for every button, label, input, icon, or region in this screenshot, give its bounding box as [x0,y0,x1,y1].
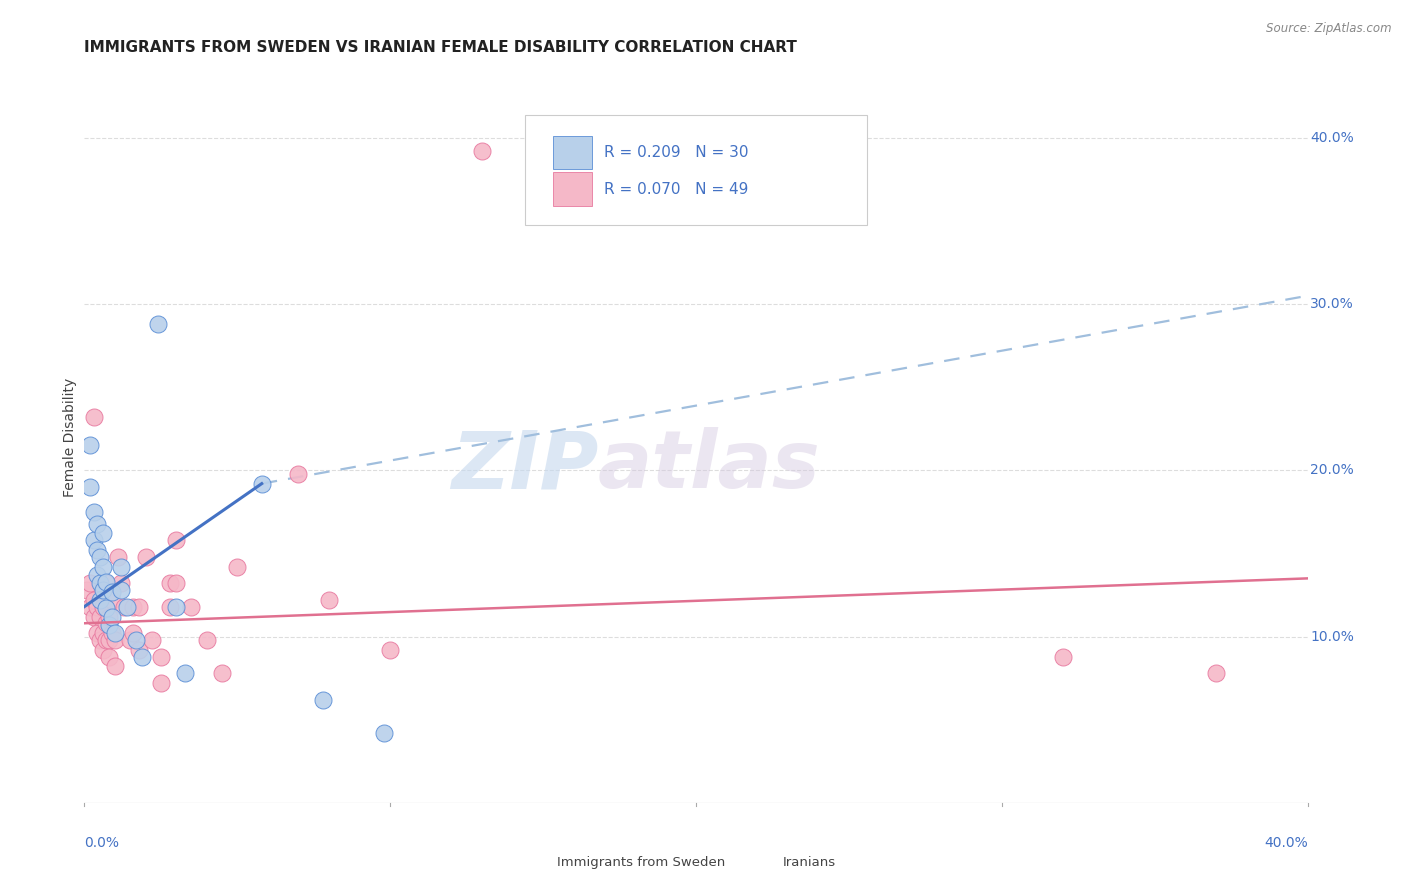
Point [128,643,150,657]
Point [79,576,101,591]
Point [146,317,169,331]
Point [89,576,111,591]
Text: 40.0%: 40.0% [1310,131,1354,145]
Point [91,526,114,541]
Text: Immigrants from Sweden: Immigrants from Sweden [557,855,724,869]
Point [380,643,402,657]
Point [149,649,172,664]
Point [101,584,124,599]
Point [107,549,129,564]
Point [115,599,138,614]
Point [104,626,127,640]
Point [131,649,153,664]
Point [120,632,142,647]
Text: IMMIGRANTS FROM SWEDEN VS IRANIAN FEMALE DISABILITY CORRELATION CHART: IMMIGRANTS FROM SWEDEN VS IRANIAN FEMALE… [84,40,797,55]
Point [312,692,335,706]
Point [83,533,105,548]
Point [86,568,108,582]
Point [128,599,150,614]
Point [159,599,181,614]
Point [83,410,105,425]
Point [97,649,120,664]
Point [110,582,132,597]
Point [94,616,117,631]
Point [101,626,124,640]
Point [104,632,127,647]
FancyBboxPatch shape [524,115,868,225]
Point [94,632,117,647]
Point [174,666,197,681]
Point [97,618,120,632]
Point [83,609,105,624]
Text: 30.0%: 30.0% [1310,297,1354,311]
Point [180,599,202,614]
Point [89,593,111,607]
Point [91,599,114,614]
FancyBboxPatch shape [748,849,780,875]
FancyBboxPatch shape [553,172,592,206]
Text: atlas: atlas [598,427,821,506]
Point [91,626,114,640]
Text: R = 0.070   N = 49: R = 0.070 N = 49 [605,182,748,196]
Point [1205,666,1227,681]
FancyBboxPatch shape [553,136,592,169]
Point [94,601,117,615]
Point [165,599,187,614]
Point [97,632,120,647]
Point [79,480,101,494]
Point [250,476,273,491]
Point [83,505,105,519]
Point [122,626,145,640]
Point [1052,649,1074,664]
Point [89,549,111,564]
Point [91,559,114,574]
Text: Source: ZipAtlas.com: Source: ZipAtlas.com [1267,22,1392,36]
Point [94,576,117,591]
Text: 20.0%: 20.0% [1310,463,1354,477]
Point [86,543,108,558]
Point [101,593,124,607]
Point [83,593,105,607]
Point [89,609,111,624]
Point [471,144,494,158]
Point [101,609,124,624]
Point [86,516,108,531]
Point [89,632,111,647]
Text: R = 0.209   N = 30: R = 0.209 N = 30 [605,145,749,160]
Point [165,576,187,591]
Point [141,632,163,647]
Point [149,676,172,690]
Point [104,659,127,673]
Point [91,643,114,657]
Point [94,574,117,589]
Point [135,549,157,564]
Point [195,632,218,647]
Text: 40.0%: 40.0% [1264,836,1308,850]
Y-axis label: Female Disability: Female Disability [63,377,77,497]
Point [76,582,98,597]
FancyBboxPatch shape [522,849,554,875]
Point [79,438,101,452]
Point [112,599,135,614]
Point [79,599,101,614]
Point [110,576,132,591]
Text: ZIP: ZIP [451,427,598,506]
Point [211,666,233,681]
Text: Iranians: Iranians [783,855,837,869]
Text: 0.0%: 0.0% [84,836,120,850]
Point [159,576,181,591]
Text: 10.0%: 10.0% [1310,630,1354,643]
Point [125,632,148,647]
Point [373,726,395,740]
Point [318,593,340,607]
Point [110,559,132,574]
Point [226,559,249,574]
Point [86,626,108,640]
Point [86,599,108,614]
Point [287,467,309,481]
Point [97,609,120,624]
Point [165,533,187,548]
Point [122,599,145,614]
Point [91,582,114,597]
